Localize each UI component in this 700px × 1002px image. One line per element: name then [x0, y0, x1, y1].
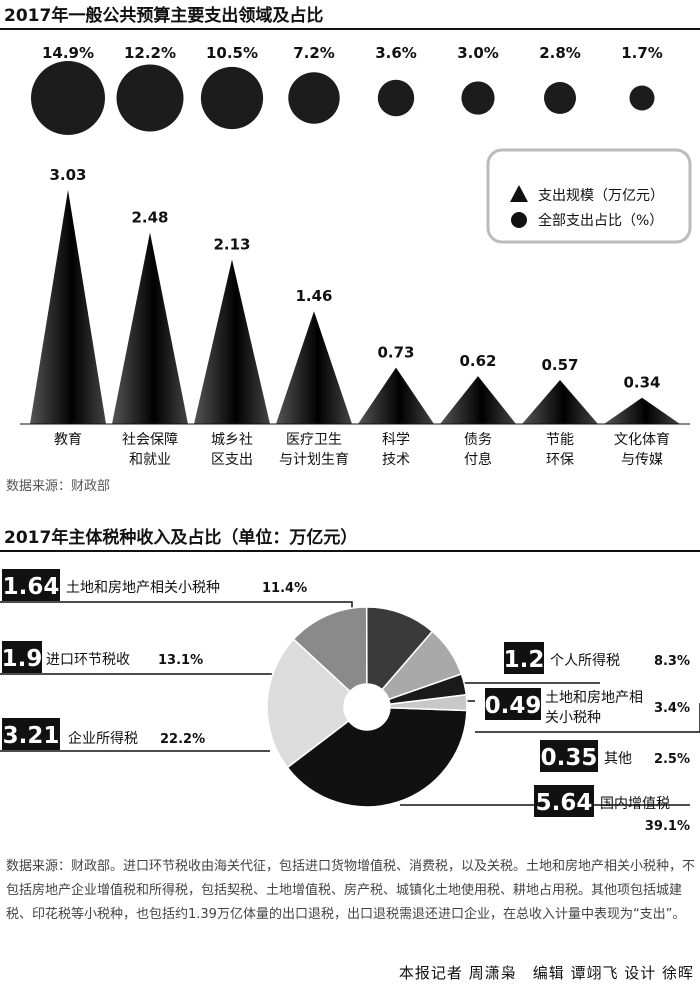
land-tax-value: 1.64	[3, 574, 60, 600]
chart2-title: 2017年主体税种收入及占比（单位：万亿元）	[0, 524, 700, 552]
credits: 本报记者 周潇枭 编辑 谭翊飞 设计 徐晖	[398, 964, 694, 982]
chart1-source: 数据来源：财政部	[6, 479, 111, 494]
category-label: 技术	[382, 452, 410, 468]
vat-percent: 39.1%	[645, 819, 690, 834]
spending-triangle	[30, 190, 106, 424]
spending-value-label: 0.34	[623, 374, 660, 392]
share-label: 1.7%	[621, 44, 663, 62]
spending-triangle	[358, 367, 434, 424]
spending-triangle	[604, 397, 680, 424]
spending-value-label: 0.62	[459, 352, 496, 370]
value-box	[534, 785, 594, 817]
category-label: 和就业	[129, 452, 171, 468]
category-label: 节能	[546, 432, 574, 448]
category-label: 付息	[464, 451, 492, 468]
category-label: 教育	[54, 432, 82, 448]
share-label: 14.9%	[42, 44, 94, 62]
corporate-tax-percent: 22.2%	[160, 732, 205, 747]
corporate-tax-label: 企业所得税	[68, 730, 138, 747]
category-label: 与传媒	[621, 452, 663, 468]
value-box	[540, 740, 598, 772]
spending-value-label: 1.46	[295, 287, 332, 305]
spending-value-label: 2.48	[131, 209, 168, 227]
share-label: 3.6%	[375, 44, 417, 62]
pie-slice	[266, 638, 352, 769]
share-label: 2.8%	[539, 44, 581, 62]
share-circle	[544, 82, 576, 114]
leader-line	[475, 703, 700, 733]
category-label: 与计划生育	[279, 452, 349, 468]
value-box	[2, 569, 60, 601]
other-label: 其他	[604, 751, 632, 767]
land-tax-label: 土地和房地产相关小税种	[66, 580, 220, 596]
share-circle	[116, 64, 184, 132]
vat-value: 5.64	[536, 790, 593, 816]
import-tax-label: 进口环节税收	[46, 652, 130, 668]
share-circle	[629, 85, 655, 111]
spending-triangle	[194, 259, 270, 424]
share-label: 7.2%	[293, 44, 335, 62]
category-label: 文化体育	[614, 432, 670, 448]
share-circle	[377, 79, 415, 117]
value-box	[2, 641, 42, 673]
chart1-title: 2017年一般公共预算主要支出领域及占比	[0, 2, 700, 30]
other-percent: 2.5%	[654, 752, 690, 767]
import-tax-value: 1.9	[2, 646, 43, 672]
spending-value-label: 3.03	[49, 166, 86, 184]
land-tax-small-label-2: 关小税种	[545, 710, 601, 726]
legend-circle-marker	[511, 212, 527, 228]
spending-value-label: 0.73	[377, 344, 414, 362]
category-label: 债务	[464, 432, 492, 448]
income-tax-label: 个人所得税	[550, 652, 620, 669]
value-box	[504, 642, 544, 674]
share-label: 3.0%	[457, 44, 499, 62]
share-circle	[461, 81, 495, 115]
share-circle	[288, 72, 340, 124]
category-label: 社会保障	[122, 432, 178, 448]
import-tax-percent: 13.1%	[158, 653, 203, 668]
share-label: 12.2%	[124, 44, 176, 62]
pie-slice	[388, 693, 468, 712]
spending-value-label: 2.13	[213, 236, 250, 254]
spending-triangle	[522, 380, 598, 424]
pie-slice	[286, 707, 468, 808]
land-tax-small-label: 土地和房地产相	[545, 690, 643, 706]
corporate-tax-value: 3.21	[3, 723, 60, 749]
legend-item-share: 全部支出占比（%）	[538, 212, 663, 229]
share-circle	[200, 66, 264, 130]
spending-triangle	[112, 232, 188, 424]
category-label: 科学	[382, 432, 410, 448]
category-label: 区支出	[211, 452, 253, 468]
category-label: 城乡社	[211, 432, 253, 448]
category-label: 医疗卫生	[286, 432, 342, 448]
income-tax-percent: 8.3%	[654, 654, 690, 669]
pie-slice	[292, 606, 368, 693]
value-box	[2, 718, 60, 750]
legend-item-spending: 支出规模（万亿元）	[538, 188, 664, 204]
spending-chart: 14.9% 12.2% 10.5% 7.2% 3.6% 3.0% 2.8% 1.7% 3.03 2…	[20, 44, 692, 468]
land-tax-small-percent: 3.4%	[654, 701, 690, 716]
category-label: 环保	[546, 452, 574, 468]
spending-triangle	[440, 376, 516, 424]
land-tax-percent: 11.4%	[262, 581, 307, 596]
spending-value-label: 0.57	[541, 356, 578, 374]
legend-box	[486, 148, 692, 244]
spending-triangle	[276, 311, 352, 424]
land-tax-small-value: 0.49	[485, 693, 542, 719]
vat-label: 国内增值税	[600, 796, 670, 812]
tax-revenue-chart: 1.64 土地和房地产相关小税种 11.4% 1.9 进口环节税收 13.1% 3.21 企业…	[0, 569, 700, 834]
income-tax-value: 1.2	[504, 647, 545, 673]
footnote: 数据来源：财政部。进口环节税收由海关代征，包括进口货物增值税、消费税，以及关税。…	[6, 859, 696, 922]
other-value: 0.35	[541, 745, 598, 771]
legend-triangle-marker	[510, 185, 528, 202]
value-box	[485, 688, 541, 720]
share-circle	[31, 61, 105, 135]
leader-line	[0, 673, 301, 685]
share-label: 10.5%	[206, 44, 258, 62]
